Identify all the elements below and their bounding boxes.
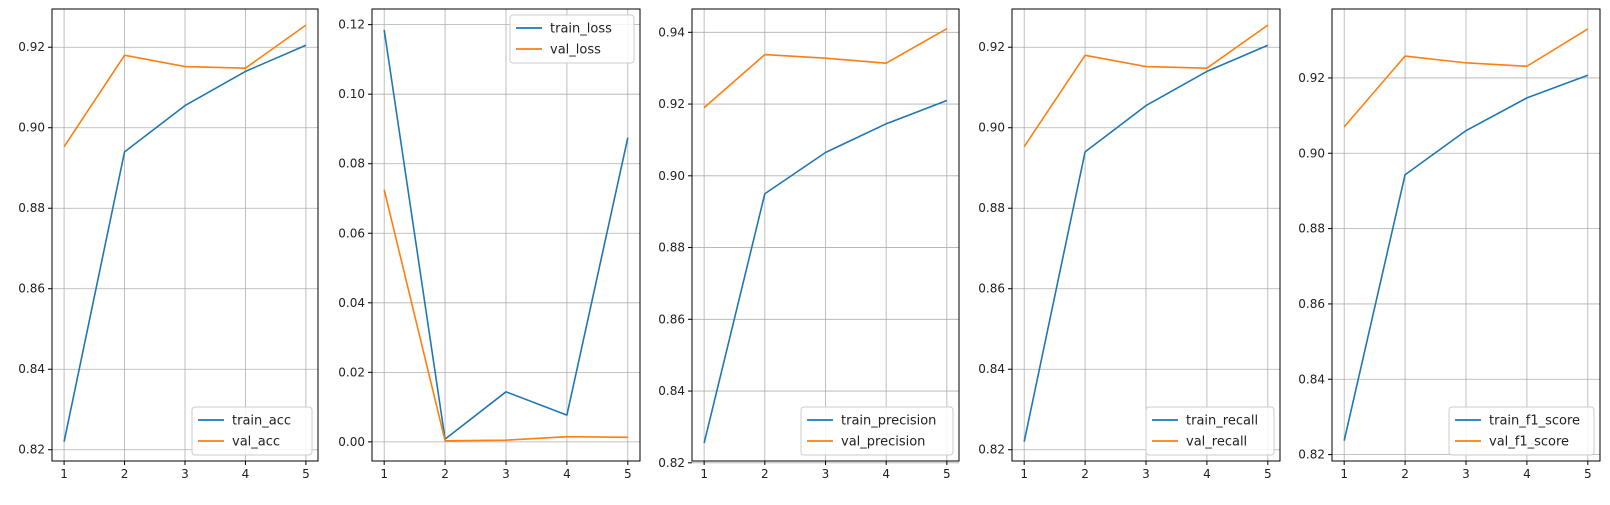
legend-box xyxy=(191,406,313,456)
y-tick-label: 0.88 xyxy=(658,241,685,255)
legend-box xyxy=(800,406,954,456)
x-tick-label: 1 xyxy=(1020,467,1028,481)
legend-label: val_f1_score xyxy=(1489,435,1569,450)
y-tick-label: 0.84 xyxy=(978,362,1005,376)
legend-label: train_acc xyxy=(232,414,291,429)
legend-label: train_loss xyxy=(550,22,612,37)
y-tick-label: 0.86 xyxy=(18,282,45,296)
y-tick-label: 0.86 xyxy=(658,312,685,326)
x-tick-label: 1 xyxy=(700,467,708,481)
y-tick-label: 0.88 xyxy=(18,201,45,215)
y-tick-label: 0.90 xyxy=(18,121,45,135)
legend-label: val_precision xyxy=(841,435,925,450)
y-tick-label: 0.84 xyxy=(1298,372,1325,386)
y-tick-label: 0.90 xyxy=(658,169,685,183)
y-tick-label: 0.92 xyxy=(18,40,45,54)
y-tick-label: 0.08 xyxy=(338,157,365,171)
legend-label: val_recall xyxy=(1186,435,1247,450)
series-line-train_acc xyxy=(63,44,307,442)
x-tick-label: 5 xyxy=(624,467,632,481)
x-tick-label: 4 xyxy=(563,467,571,481)
y-tick-label: 0.02 xyxy=(338,365,365,379)
y-tick-label: 0.12 xyxy=(338,18,365,32)
chart-panel-4: 1 2 3 4 5 0.82 0.84 0.86 0.88 0.90 0.92 train_recal… xyxy=(978,8,1281,481)
chart-panel-3: 1 2 3 4 5 0.82 0.84 0.86 0.88 0.90 0.92 0.94 train_p… xyxy=(658,8,960,481)
legend: train_precision val_precision xyxy=(800,406,954,456)
series-line-val_acc xyxy=(63,24,307,148)
x-tick-label: 2 xyxy=(121,467,129,481)
legend-label: val_loss xyxy=(550,43,601,58)
x-tick-label: 3 xyxy=(181,467,189,481)
x-tick-label: 4 xyxy=(882,467,890,481)
legend-box xyxy=(509,14,635,64)
chart-panel-2: 1 2 3 4 5 0.00 0.02 0.04 0.06 0.08 0.10 0.12 train_l… xyxy=(338,8,641,481)
legend-label: train_precision xyxy=(841,414,936,429)
x-tick-label: 3 xyxy=(1142,467,1150,481)
y-tick-label: 0.82 xyxy=(978,443,1005,457)
series-line-train_precision xyxy=(703,99,948,444)
legend: train_acc val_acc xyxy=(191,406,313,456)
x-tick-label: 4 xyxy=(1203,467,1211,481)
chart-panel-5: 1 2 3 4 5 0.82 0.84 0.86 0.88 0.90 0.92 train_f1_sc… xyxy=(1298,8,1601,481)
x-tick-label: 2 xyxy=(1401,467,1409,481)
y-tick-label: 0.92 xyxy=(1298,71,1325,85)
series-line-val_recall xyxy=(1023,24,1269,148)
x-tick-label: 2 xyxy=(441,467,449,481)
legend-label: train_recall xyxy=(1186,414,1258,429)
y-tick-label: 0.84 xyxy=(18,362,45,376)
y-tick-label: 0.92 xyxy=(978,40,1005,54)
series-line-val_loss xyxy=(383,189,628,442)
x-tick-label: 5 xyxy=(943,467,951,481)
y-tick-label: 0.06 xyxy=(338,226,365,240)
y-tick-label: 0.90 xyxy=(978,121,1005,135)
x-tick-label: 4 xyxy=(242,467,250,481)
y-tick-label: 0.82 xyxy=(1298,448,1325,462)
legend-label: train_f1_score xyxy=(1489,414,1580,429)
x-tick-label: 4 xyxy=(1523,467,1531,481)
legend-label: val_acc xyxy=(232,435,280,450)
y-tick-label: 0.84 xyxy=(658,384,685,398)
series-line-train_loss xyxy=(383,29,629,440)
y-tick-label: 0.86 xyxy=(978,282,1005,296)
x-tick-label: 2 xyxy=(1081,467,1089,481)
y-tick-label: 0.94 xyxy=(658,25,685,39)
y-tick-label: 0.90 xyxy=(1298,146,1325,160)
y-tick-label: 0.00 xyxy=(338,435,365,449)
series-line-train_recall xyxy=(1023,44,1269,442)
series-line-val_f1_score xyxy=(1343,28,1589,128)
y-tick-label: 0.82 xyxy=(18,443,45,457)
y-tick-label: 0.10 xyxy=(338,87,365,101)
y-tick-label: 0.86 xyxy=(1298,297,1325,311)
legend-box xyxy=(1145,406,1275,456)
x-tick-label: 1 xyxy=(1340,467,1348,481)
chart-panel-1: 1 2 3 4 5 0.82 0.84 0.86 0.88 0.90 0.92 train_accva… xyxy=(18,8,319,481)
legend-box xyxy=(1448,406,1595,456)
x-tick-label: 5 xyxy=(302,467,310,481)
x-tick-label: 5 xyxy=(1584,467,1592,481)
legend: train_loss val_loss xyxy=(509,14,635,64)
x-tick-label: 2 xyxy=(761,467,769,481)
series-line-train_f1_score xyxy=(1343,74,1589,441)
x-tick-label: 3 xyxy=(502,467,510,481)
y-tick-label: 0.82 xyxy=(658,456,685,470)
x-tick-label: 1 xyxy=(380,467,388,481)
legend: train_recall val_recall xyxy=(1145,406,1275,456)
y-tick-label: 0.04 xyxy=(338,296,365,310)
x-tick-label: 3 xyxy=(822,467,830,481)
y-tick-label: 0.88 xyxy=(978,201,1005,215)
x-tick-label: 1 xyxy=(60,467,68,481)
y-tick-label: 0.92 xyxy=(658,97,685,111)
y-tick-label: 0.88 xyxy=(1298,222,1325,236)
series-line-val_precision xyxy=(703,28,948,109)
x-tick-label: 3 xyxy=(1462,467,1470,481)
x-tick-label: 5 xyxy=(1264,467,1272,481)
legend: train_f1_score val_f1_score xyxy=(1448,406,1595,456)
